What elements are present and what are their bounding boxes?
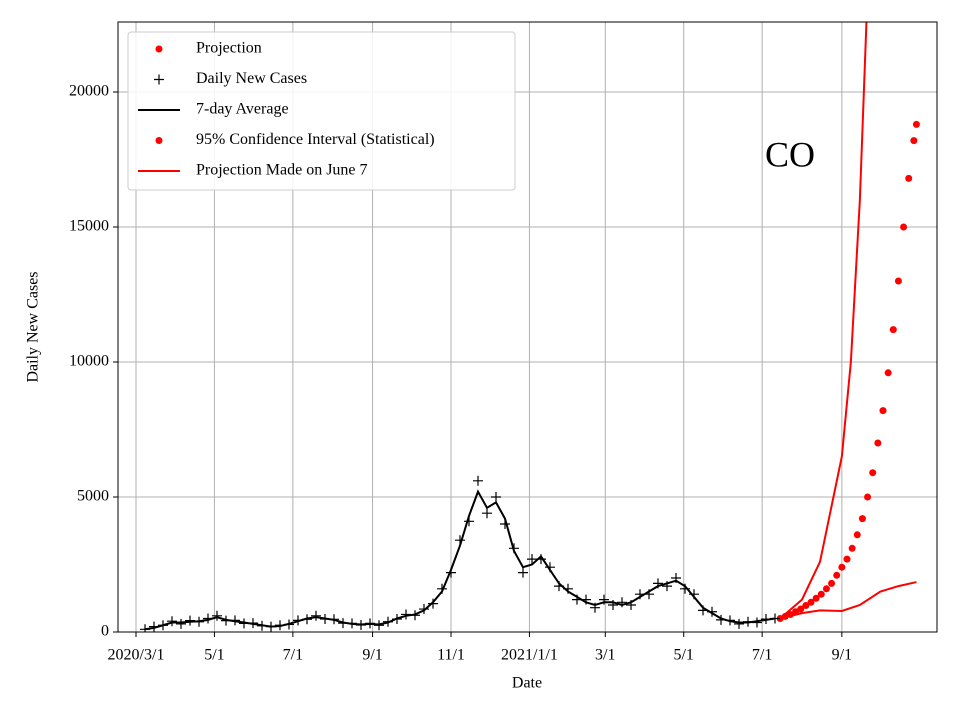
case-marker — [491, 492, 501, 503]
axes-frame — [117, 21, 938, 633]
legend: Projection Daily New Cases 7-day Average 95… — [127, 31, 516, 191]
projection-dot — [874, 439, 882, 447]
projection-dot — [812, 594, 820, 602]
y-tick-label: 0 — [101, 623, 109, 640]
projection-dot — [807, 598, 815, 606]
x-axis-label: Date — [512, 675, 542, 692]
case-marker — [527, 554, 537, 565]
series-line — [144, 489, 776, 631]
legend-label: 95% Confidence Interval (Statistical) — [196, 131, 435, 148]
case-marker — [419, 604, 429, 615]
projection-dot — [884, 369, 892, 377]
projection-dot — [843, 555, 851, 563]
projection-dot — [900, 223, 908, 231]
x-tick-label: 3/1 — [595, 647, 615, 664]
projection-dot — [802, 602, 810, 610]
projection-dot — [894, 277, 902, 285]
projection-dot — [797, 605, 805, 613]
projection-dot — [822, 585, 830, 593]
projection-dot — [879, 407, 887, 415]
annotation: CO — [765, 134, 815, 174]
projection-dot — [869, 469, 877, 477]
projection-dot — [864, 493, 872, 501]
x-tick-label: 5/1 — [204, 647, 224, 664]
projection-dot — [833, 571, 841, 579]
x-tick-label: 9/1 — [832, 647, 852, 664]
y-tick-label: 10000 — [69, 353, 109, 370]
case-marker — [176, 618, 186, 629]
projection-dot — [910, 137, 918, 145]
case-marker — [518, 567, 528, 578]
case-marker — [482, 508, 492, 519]
legend-symbol — [155, 137, 163, 144]
projection-dot — [817, 590, 825, 598]
projection-dot — [853, 531, 861, 539]
y-axis-label: Daily New Cases — [25, 271, 42, 382]
legend-symbol — [154, 74, 164, 85]
x-tick-label: 2020/3/1 — [108, 647, 165, 664]
x-tick-label: 2021/1/1 — [501, 647, 558, 664]
legend-box — [127, 31, 516, 191]
projection-dot — [828, 579, 836, 587]
case-marker — [734, 618, 744, 629]
plot-area — [140, 22, 920, 632]
x-tick-label: 9/1 — [362, 647, 382, 664]
legend-label: 7-day Average — [196, 101, 289, 118]
case-marker — [167, 616, 177, 627]
legend-label: Projection Made on June 7 — [196, 162, 368, 179]
case-marker — [428, 598, 438, 609]
series-line — [779, 22, 868, 620]
y-tick-label: 15000 — [69, 218, 109, 235]
projection-dot — [905, 174, 913, 182]
x-tick-label: 7/1 — [283, 647, 303, 664]
legend-label: Daily New Cases — [196, 70, 307, 87]
y-tick-label: 5000 — [77, 488, 109, 505]
projection-dot — [912, 120, 920, 128]
series-line-lower — [779, 581, 917, 620]
projection-dot — [858, 515, 866, 523]
legend-label: Projection — [196, 40, 262, 57]
case-marker — [473, 475, 483, 486]
projection-dot — [838, 563, 846, 571]
x-tick-label: 7/1 — [752, 647, 772, 664]
legend-symbol — [155, 45, 163, 53]
projection-dot — [848, 544, 856, 552]
y-tick-label: 20000 — [69, 83, 109, 100]
x-tick-label: 5/1 — [673, 647, 693, 664]
case-marker — [311, 610, 321, 621]
case-marker — [212, 610, 222, 621]
projection-dot — [889, 326, 897, 334]
x-tick-label: 11/1 — [437, 647, 465, 664]
